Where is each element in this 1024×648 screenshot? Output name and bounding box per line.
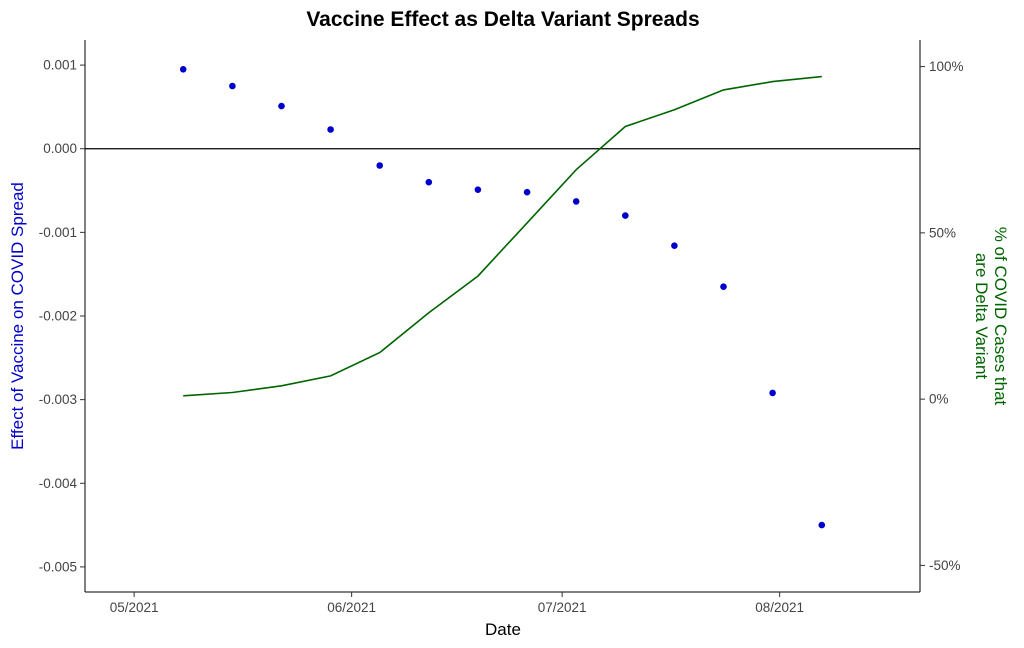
y-left-tick-label: 0.000: [43, 141, 77, 156]
y-left-tick-label: -0.003: [39, 392, 77, 407]
y-left-tick-label: 0.001: [43, 58, 77, 73]
y-right-tick-label: 0%: [929, 392, 949, 407]
y-left-tick-label: -0.001: [39, 225, 77, 240]
axes: [84, 40, 921, 593]
x-axis-title: Date: [485, 620, 521, 639]
y-left-tick-label: -0.005: [39, 559, 77, 574]
y-right-axis-title-line2: are Delta Variant: [972, 253, 991, 380]
vaccine-effect-point: [278, 102, 285, 110]
vaccine-effect-point: [769, 389, 776, 397]
x-tick-label: 06/2021: [327, 600, 376, 615]
chart-title: Vaccine Effect as Delta Variant Spreads: [306, 8, 699, 31]
tick-labels: 0.001 0.000 -0.001 -0.002 -0.003 -0.004 -0.005…: [39, 58, 964, 615]
y-right-tick-label: -50%: [929, 558, 961, 573]
vaccine-effect-point: [671, 242, 678, 249]
y-right-axis-title: % of COVID Cases that are Delta Variant: [972, 227, 1010, 406]
vaccine-effect-point: [425, 178, 433, 186]
y-right-tick-label: 100%: [929, 59, 964, 74]
x-tick-label: 05/2021: [110, 600, 159, 615]
vaccine-effect-point: [327, 126, 334, 133]
vaccine-effect-series: [179, 66, 826, 529]
vaccine-effect-point: [720, 283, 727, 291]
vaccine-effect-point: [572, 198, 580, 205]
delta-share-series: [183, 75, 822, 397]
y-left-tick-label: -0.002: [39, 309, 77, 324]
vaccine-effect-point: [523, 188, 531, 196]
vaccine-effect-point: [474, 186, 482, 193]
delta-share-line: [183, 75, 822, 397]
y-right-axis-title-line1: % of COVID Cases that: [991, 227, 1010, 406]
vaccine-effect-point: [229, 82, 236, 90]
y-right-tick-label: 50%: [929, 225, 956, 240]
y-left-axis-title: Effect of Vaccine on COVID Spread: [8, 182, 27, 450]
vaccine-effect-point: [818, 521, 826, 529]
vaccine-effect-point: [179, 66, 187, 73]
x-tick-label: 07/2021: [538, 600, 587, 615]
vaccine-effect-point: [622, 212, 629, 219]
x-tick-label: 08/2021: [755, 600, 804, 615]
y-left-tick-label: -0.004: [39, 476, 78, 491]
vaccine-effect-point: [376, 162, 384, 169]
